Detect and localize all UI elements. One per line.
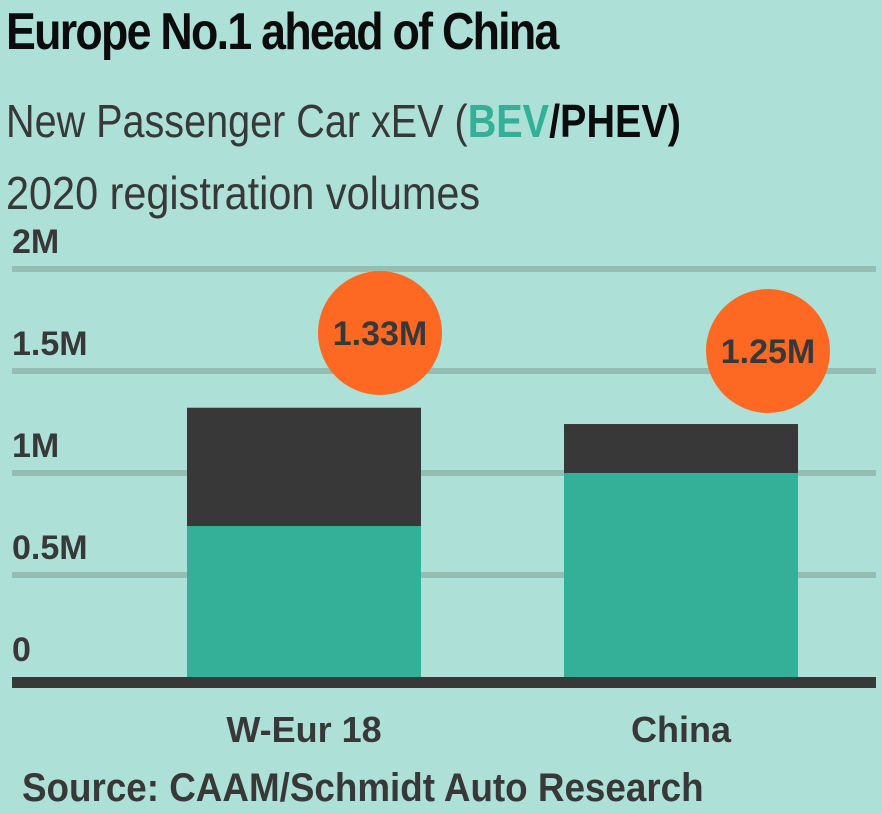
total-badge <box>318 271 442 395</box>
gridline <box>12 470 876 476</box>
y-tick-label: 1M <box>12 427 59 465</box>
chart-title: Europe No.1 ahead of China <box>6 3 559 61</box>
y-tick-label: 2M <box>12 223 59 261</box>
subtitle-prefix: New Passenger Car xEV ( <box>6 95 468 147</box>
x-axis-baseline <box>12 677 876 688</box>
y-tick-label: 0.5M <box>12 529 88 567</box>
bar-bev <box>187 526 421 677</box>
legend-phev: PHEV) <box>560 95 681 147</box>
x-tick-label: W-Eur 18 <box>226 709 381 750</box>
source-note: Source: CAAM/Schmidt Auto Research <box>22 766 704 810</box>
bar-bev <box>564 473 798 677</box>
gridline <box>12 368 876 374</box>
x-tick-label: China <box>631 709 732 750</box>
chart-subtitle-line2: 2020 registration volumes <box>6 167 481 219</box>
total-badge <box>706 289 830 413</box>
y-tick-label: 0 <box>12 631 31 669</box>
y-tick-label: 1.5M <box>12 325 88 363</box>
legend-bev: BEV <box>467 95 550 147</box>
legend-slash: / <box>549 95 561 147</box>
total-label: 1.25M <box>721 333 816 371</box>
chart-subtitle: New Passenger Car xEV (BEV/PHEV) <box>6 94 681 148</box>
gridline <box>12 572 876 578</box>
total-label: 1.33M <box>333 315 428 353</box>
bar-phev <box>187 407 421 527</box>
bar-phev <box>564 424 798 473</box>
gridline <box>12 266 876 272</box>
